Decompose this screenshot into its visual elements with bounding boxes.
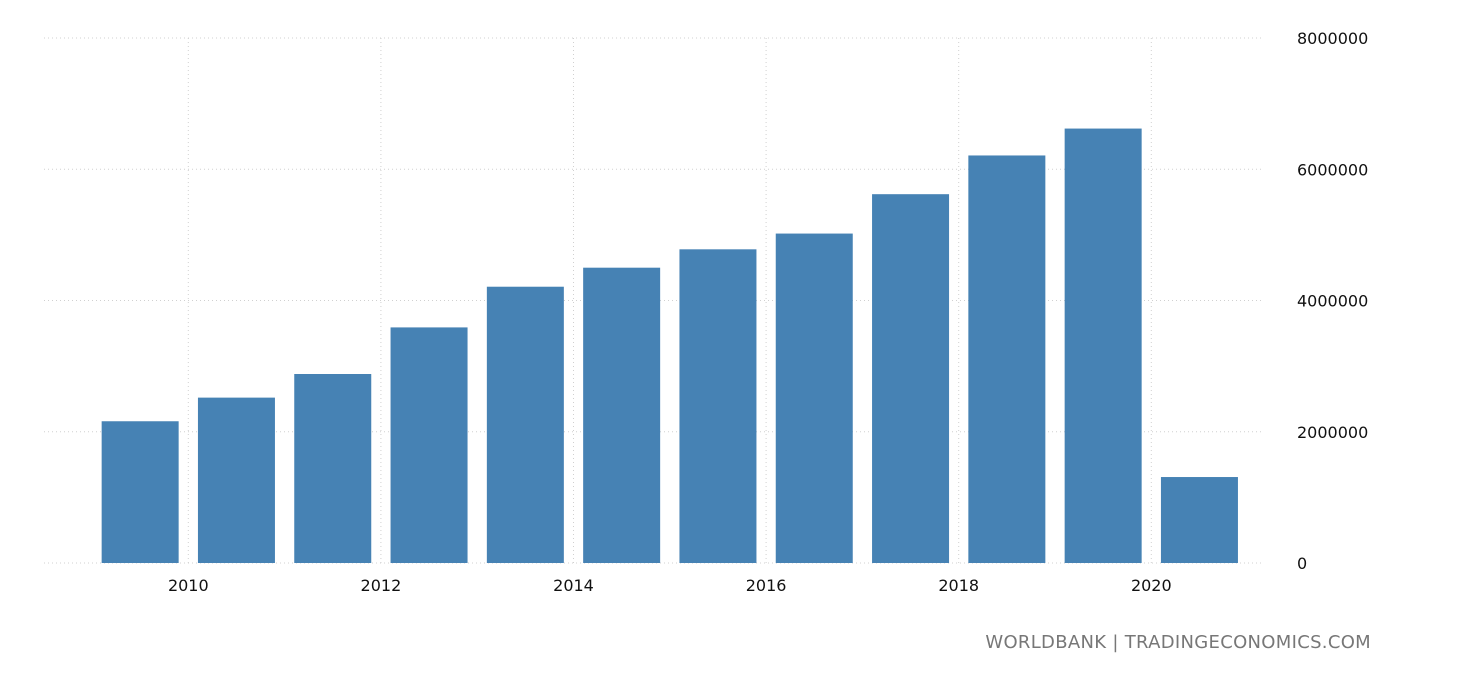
bar-2015 xyxy=(679,249,757,563)
bar-2011 xyxy=(294,374,372,563)
bar-2017 xyxy=(872,194,950,563)
bar-2010 xyxy=(197,397,275,563)
y-tick-label: 2000000 xyxy=(1297,423,1368,442)
x-tick-label: 2012 xyxy=(361,576,402,595)
bar-2019 xyxy=(1064,128,1142,563)
x-tick-label: 2010 xyxy=(168,576,209,595)
bar-2014 xyxy=(583,267,661,563)
x-tick-label: 2018 xyxy=(938,576,979,595)
y-axis-ticks: 0 2000000 4000000 6000000 8000000 xyxy=(1297,29,1368,573)
bars xyxy=(101,128,1238,563)
bar-2016 xyxy=(775,233,853,563)
x-tick-label: 2020 xyxy=(1131,576,1172,595)
x-axis-ticks: 2010 2012 2014 2016 2018 2020 xyxy=(168,576,1172,595)
y-tick-label: 0 xyxy=(1297,554,1307,573)
bar-2012 xyxy=(390,327,468,563)
bar-2020 xyxy=(1160,477,1238,563)
x-tick-label: 2014 xyxy=(553,576,594,595)
bar-2013 xyxy=(486,286,564,563)
y-tick-label: 6000000 xyxy=(1297,160,1368,179)
y-tick-label: 4000000 xyxy=(1297,292,1368,311)
x-tick-label: 2016 xyxy=(746,576,787,595)
bar-2018 xyxy=(968,155,1046,563)
bar-2009 xyxy=(101,421,179,563)
y-tick-label: 8000000 xyxy=(1297,29,1368,48)
source-credit: WORLDBANK | TRADINGECONOMICS.COM xyxy=(985,632,1371,653)
